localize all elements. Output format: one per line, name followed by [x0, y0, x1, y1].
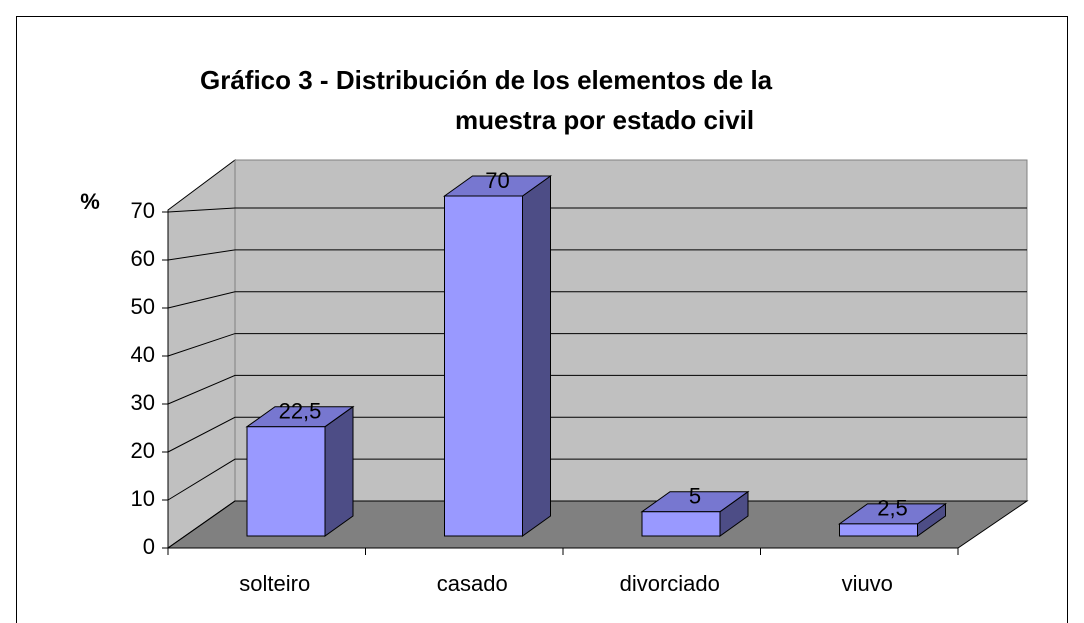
bar — [442, 175, 553, 537]
side-wall — [167, 159, 236, 549]
value-label: 70 — [485, 168, 509, 193]
y-tick-label: 60 — [131, 246, 155, 271]
grid-line — [167, 249, 1027, 261]
x-tick-label: viuvo — [842, 571, 893, 596]
y-tick-label: 10 — [131, 486, 155, 511]
y-tick-label: 0 — [143, 534, 155, 559]
bar-side — [522, 175, 551, 537]
grid-line — [167, 458, 1027, 501]
bar-front — [246, 426, 326, 537]
bar — [245, 405, 355, 537]
grid-line — [167, 374, 1027, 405]
bar-side — [324, 405, 354, 537]
chart-title: Gráfico 3 - Distribución de los elemento… — [200, 65, 773, 95]
bar — [640, 490, 750, 537]
y-tick-label: 40 — [131, 342, 155, 367]
value-label: 5 — [689, 484, 701, 509]
y-tick-label: 30 — [131, 390, 155, 415]
chart-title: muestra por estado civil — [455, 105, 754, 135]
bar-front — [839, 523, 918, 537]
grid-line — [167, 333, 1027, 357]
x-tick-label: solteiro — [239, 571, 310, 596]
x-tick-label: divorciado — [620, 571, 720, 596]
y-tick-label: 50 — [131, 294, 155, 319]
grid-line — [167, 291, 1027, 309]
y-axis-label: % — [80, 189, 100, 214]
grid-line — [167, 416, 1027, 453]
value-label: 22,5 — [279, 399, 322, 424]
back-wall — [234, 159, 1028, 502]
y-tick-label: 20 — [131, 438, 155, 463]
x-tick-label: casado — [437, 571, 508, 596]
bar — [837, 502, 948, 537]
bar-front — [641, 511, 721, 537]
value-label: 2,5 — [877, 496, 908, 521]
grid-line — [167, 207, 1027, 213]
y-tick-label: 70 — [131, 198, 155, 223]
bar-front — [444, 195, 523, 537]
grid-line — [167, 500, 1027, 549]
